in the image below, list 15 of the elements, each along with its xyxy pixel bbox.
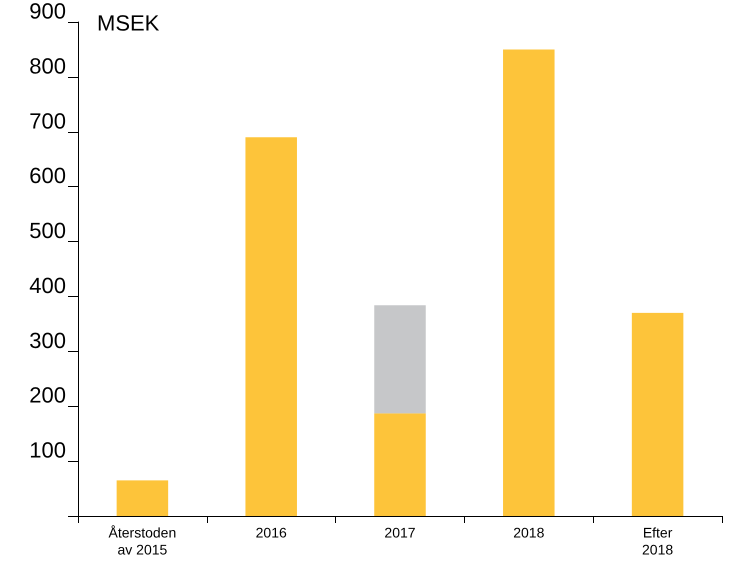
- x-tick-label: Efter 2018: [642, 524, 674, 558]
- y-tick-label: 500: [29, 218, 66, 244]
- y-tick-label: 800: [29, 53, 66, 78]
- y-tick-label: 300: [29, 328, 66, 353]
- y-tick-label: 600: [29, 163, 66, 188]
- x-tick-label: 2016: [256, 524, 287, 540]
- y-tick-label: 200: [29, 382, 66, 408]
- y-tick-label: 900: [29, 0, 66, 24]
- y-tick-label: 400: [29, 272, 66, 298]
- x-tick-label: 2017: [384, 524, 416, 540]
- y-tick-label: 100: [29, 438, 66, 463]
- x-tick-label: Återstoden av 2015: [108, 524, 176, 558]
- y-tick-label: 700: [29, 108, 66, 134]
- y-axis-title: MSEK: [97, 10, 160, 36]
- x-tick-label: 2018: [513, 524, 545, 540]
